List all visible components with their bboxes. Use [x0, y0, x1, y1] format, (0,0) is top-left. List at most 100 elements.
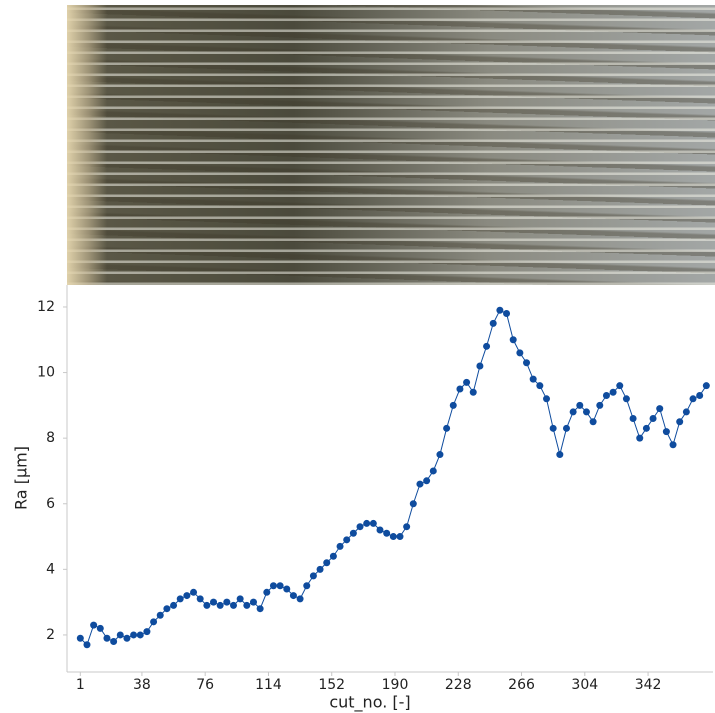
data-point — [237, 595, 244, 602]
data-point — [343, 536, 350, 543]
data-point — [203, 602, 210, 609]
data-point — [703, 382, 710, 389]
data-point — [530, 376, 537, 383]
y-tick-label: 10 — [37, 365, 55, 381]
data-point — [543, 395, 550, 402]
data-point — [90, 622, 97, 629]
data-point — [516, 349, 523, 356]
data-point — [183, 592, 190, 599]
data-point — [217, 602, 224, 609]
data-point — [310, 572, 317, 579]
data-point — [143, 628, 150, 635]
data-point — [103, 635, 110, 642]
data-point — [83, 641, 90, 648]
data-point — [270, 582, 277, 589]
data-point — [330, 553, 337, 560]
data-point — [643, 425, 650, 432]
chart: cut_no. [-] Ra [µm] 24681012138761141521… — [0, 0, 715, 713]
data-point — [590, 418, 597, 425]
x-axis-label: cut_no. [-] — [329, 693, 410, 713]
data-point — [503, 310, 510, 317]
data-point — [416, 481, 423, 488]
x-tick-label: 304 — [571, 677, 598, 693]
data-point — [230, 602, 237, 609]
data-point — [583, 408, 590, 415]
data-point — [250, 599, 257, 606]
data-point — [696, 392, 703, 399]
data-point — [423, 477, 430, 484]
data-point — [563, 425, 570, 432]
data-point — [283, 586, 290, 593]
x-tick-label: 114 — [255, 677, 282, 693]
x-tick-label: 342 — [635, 677, 662, 693]
data-point — [323, 559, 330, 566]
data-point — [137, 631, 144, 638]
x-tick-label: 190 — [382, 677, 409, 693]
data-point — [370, 520, 377, 527]
data-point — [357, 523, 364, 530]
data-point — [656, 405, 663, 412]
data-point — [430, 467, 437, 474]
data-point — [510, 336, 517, 343]
y-tick-label: 2 — [46, 627, 55, 643]
data-point — [690, 395, 697, 402]
data-point — [476, 363, 483, 370]
data-point — [403, 523, 410, 530]
data-point — [576, 402, 583, 409]
data-point — [223, 599, 230, 606]
data-point — [630, 415, 637, 422]
data-point — [470, 389, 477, 396]
data-point — [443, 425, 450, 432]
data-point — [97, 625, 104, 632]
data-point — [350, 530, 357, 537]
data-point — [496, 307, 503, 314]
data-point — [163, 605, 170, 612]
data-point — [523, 359, 530, 366]
data-point — [463, 379, 470, 386]
data-point — [317, 566, 324, 573]
data-point — [456, 385, 463, 392]
data-point — [410, 500, 417, 507]
y-tick-label: 4 — [46, 561, 55, 577]
x-tick-label: 266 — [508, 677, 535, 693]
y-tick-label: 8 — [46, 430, 55, 446]
data-point — [150, 618, 157, 625]
data-point — [596, 402, 603, 409]
page: cut_no. [-] Ra [µm] 24681012138761141521… — [0, 0, 715, 713]
data-point — [123, 635, 130, 642]
data-point — [210, 599, 217, 606]
y-tick-label: 6 — [46, 496, 55, 512]
y-axis-label: Ra [µm] — [12, 446, 31, 510]
data-point — [377, 526, 384, 533]
data-point — [257, 605, 264, 612]
data-point — [190, 589, 197, 596]
data-point — [303, 582, 310, 589]
data-point — [663, 428, 670, 435]
data-point — [177, 595, 184, 602]
data-point — [363, 520, 370, 527]
data-point — [636, 435, 643, 442]
data-point — [436, 451, 443, 458]
data-point — [290, 592, 297, 599]
data-point — [550, 425, 557, 432]
data-point — [157, 612, 164, 619]
data-point — [623, 395, 630, 402]
data-point — [390, 533, 397, 540]
data-point — [616, 382, 623, 389]
data-point — [670, 441, 677, 448]
y-tick-label: 12 — [37, 299, 55, 315]
data-point — [130, 631, 137, 638]
data-point — [490, 320, 497, 327]
data-point — [683, 408, 690, 415]
data-point — [110, 638, 117, 645]
x-tick-label: 38 — [133, 677, 151, 693]
data-point — [297, 595, 304, 602]
data-point — [610, 389, 617, 396]
data-point — [603, 392, 610, 399]
data-point — [243, 602, 250, 609]
data-point — [536, 382, 543, 389]
data-point — [77, 635, 84, 642]
x-tick-label: 152 — [318, 677, 345, 693]
data-point — [197, 595, 204, 602]
x-tick-label: 228 — [445, 677, 472, 693]
